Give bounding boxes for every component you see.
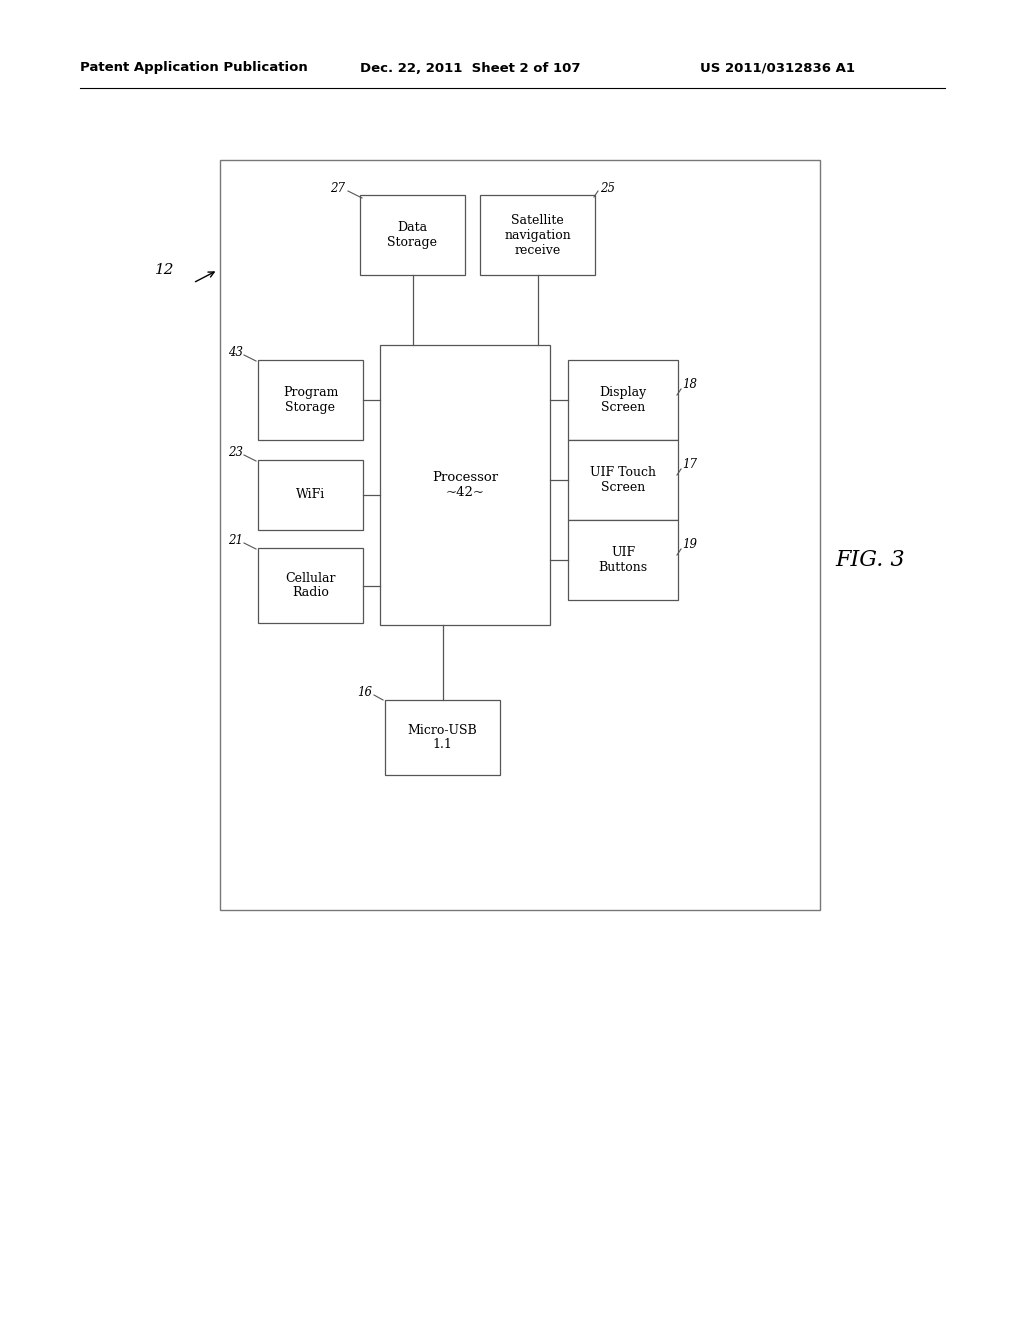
Bar xyxy=(385,700,500,775)
Bar xyxy=(568,440,678,520)
Text: Dec. 22, 2011  Sheet 2 of 107: Dec. 22, 2011 Sheet 2 of 107 xyxy=(360,62,581,74)
Text: FIG. 3: FIG. 3 xyxy=(836,549,905,572)
Bar xyxy=(568,520,678,601)
Text: 23: 23 xyxy=(228,446,243,458)
Bar xyxy=(258,548,362,623)
Bar xyxy=(380,345,550,624)
Text: UIF Touch
Screen: UIF Touch Screen xyxy=(590,466,656,494)
Text: US 2011/0312836 A1: US 2011/0312836 A1 xyxy=(700,62,855,74)
Text: Display
Screen: Display Screen xyxy=(599,385,646,414)
Text: 21: 21 xyxy=(228,533,243,546)
Text: 18: 18 xyxy=(682,379,697,392)
Text: 27: 27 xyxy=(330,181,345,194)
Text: 43: 43 xyxy=(228,346,243,359)
Text: 19: 19 xyxy=(682,539,697,552)
Text: 16: 16 xyxy=(357,685,372,698)
Text: Cellular
Radio: Cellular Radio xyxy=(286,572,336,599)
Text: Satellite
navigation
receive: Satellite navigation receive xyxy=(504,214,570,256)
Text: 17: 17 xyxy=(682,458,697,471)
Text: Processor
~42~: Processor ~42~ xyxy=(432,471,498,499)
Text: 25: 25 xyxy=(600,181,615,194)
Bar xyxy=(258,459,362,531)
Bar xyxy=(220,160,820,909)
Bar xyxy=(360,195,465,275)
Text: UIF
Buttons: UIF Buttons xyxy=(598,546,647,574)
Text: WiFi: WiFi xyxy=(296,488,326,502)
Text: Data
Storage: Data Storage xyxy=(387,220,437,249)
Text: Patent Application Publication: Patent Application Publication xyxy=(80,62,308,74)
Bar xyxy=(258,360,362,440)
Text: Micro-USB
1.1: Micro-USB 1.1 xyxy=(408,723,477,751)
Bar xyxy=(480,195,595,275)
Text: 12: 12 xyxy=(156,263,175,277)
Text: Program
Storage: Program Storage xyxy=(283,385,338,414)
Bar xyxy=(568,360,678,440)
